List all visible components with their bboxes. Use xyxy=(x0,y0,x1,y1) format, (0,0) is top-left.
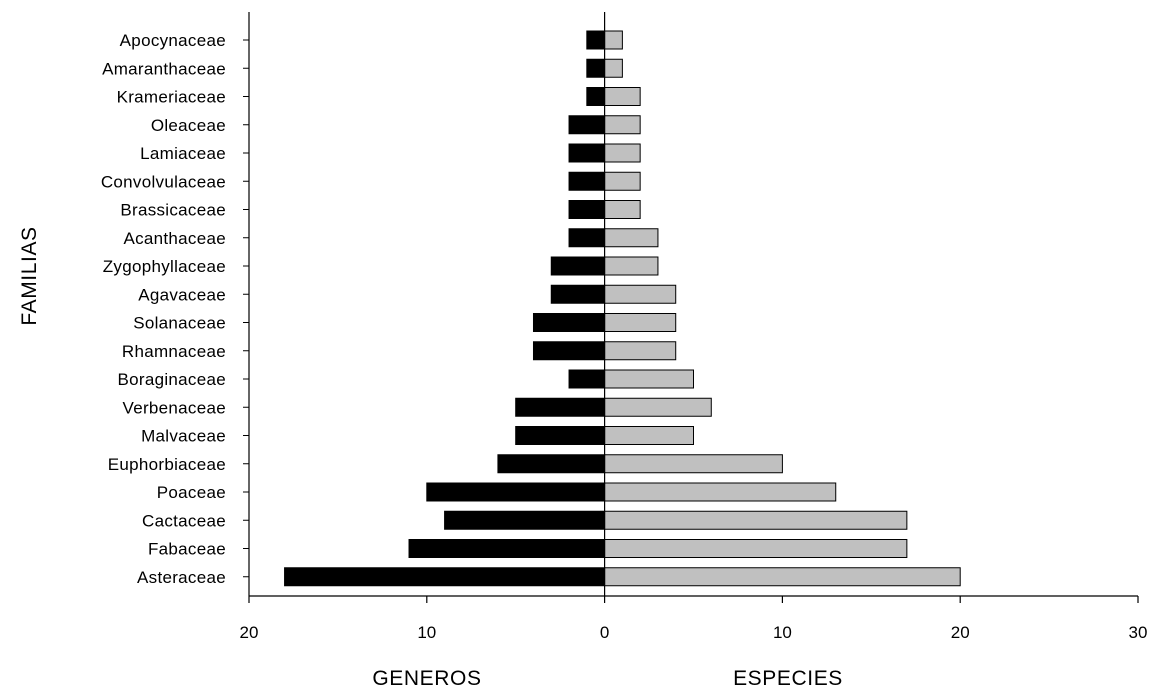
especies-bar xyxy=(604,454,783,474)
generos-bar xyxy=(568,228,606,248)
generos-bar xyxy=(408,539,606,558)
generos-bar xyxy=(586,58,606,78)
generos-bar xyxy=(568,143,606,163)
generos-bar xyxy=(497,454,606,474)
category-label: Krameriaceae xyxy=(117,88,226,107)
y-axis-title: FAMILIAS xyxy=(18,226,41,325)
category-label: Boraginaceae xyxy=(117,370,226,389)
especies-bar xyxy=(604,313,677,332)
especies-bar xyxy=(604,397,712,417)
generos-bar xyxy=(444,510,606,530)
category-label: Rhamnaceae xyxy=(122,342,226,361)
especies-bar xyxy=(604,87,641,106)
especies-bar xyxy=(604,143,641,163)
category-label: Malvaceae xyxy=(141,427,226,446)
x-tick-label: 0 xyxy=(600,623,609,642)
generos-bars xyxy=(284,30,606,587)
especies-bar xyxy=(604,510,908,530)
especies-bar xyxy=(604,284,677,304)
category-label: Agavaceae xyxy=(138,285,226,304)
generos-bar xyxy=(532,341,606,361)
category-label: Amaranthaceae xyxy=(102,59,226,78)
especies-bar xyxy=(604,539,908,558)
category-label: Fabaceae xyxy=(148,540,226,559)
especies-bar xyxy=(604,256,659,276)
especies-bar xyxy=(604,171,641,191)
x-tick-labels: 20 10 0 10 20 30 xyxy=(240,623,1148,642)
generos-bar xyxy=(568,200,606,219)
especies-bar xyxy=(604,369,694,389)
especies-bar xyxy=(604,426,694,445)
especies-bar xyxy=(604,228,659,248)
especies-bar xyxy=(604,58,623,78)
x-tick-label: 20 xyxy=(240,623,259,642)
category-label: Brassicaceae xyxy=(120,201,226,220)
generos-bar xyxy=(515,426,606,445)
category-label: Acanthaceae xyxy=(123,229,226,248)
generos-bar xyxy=(532,313,606,332)
x-tick-label: 30 xyxy=(1129,623,1148,642)
especies-bar xyxy=(604,341,677,361)
category-label: Poaceae xyxy=(157,483,226,502)
especies-bar xyxy=(604,30,623,50)
category-label: Convolvulaceae xyxy=(101,172,226,191)
category-label: Apocynaceae xyxy=(120,31,226,50)
category-label: Euphorbiaceae xyxy=(108,455,226,474)
category-label: Cactaceae xyxy=(142,511,226,530)
especies-bar xyxy=(604,115,641,135)
especies-bar xyxy=(604,567,961,587)
category-label: Verbenaceae xyxy=(123,398,227,417)
category-label: Solanaceae xyxy=(133,314,226,333)
generos-bar xyxy=(550,284,606,304)
category-label: Asteraceae xyxy=(137,568,226,587)
generos-bar xyxy=(426,482,606,502)
generos-bar xyxy=(586,30,606,50)
x-tick-label: 20 xyxy=(951,623,970,642)
x-tick-label: 10 xyxy=(773,623,792,642)
x-axis-title-right: ESPECIES xyxy=(733,667,843,690)
generos-bar xyxy=(568,115,606,135)
category-label: Lamiaceae xyxy=(140,144,226,163)
generos-bar xyxy=(550,256,606,276)
category-label: Oleaceae xyxy=(151,116,226,135)
generos-bar xyxy=(586,87,606,106)
x-axis-title-left: GENEROS xyxy=(372,667,481,690)
x-tick-label: 10 xyxy=(417,623,436,642)
category-labels: Apocynaceae Amaranthaceae Krameriaceae Olea… xyxy=(101,31,249,587)
especies-bar xyxy=(604,482,837,502)
especies-bars xyxy=(604,30,961,587)
generos-bar xyxy=(515,397,606,417)
generos-bar xyxy=(568,369,606,389)
generos-bar xyxy=(284,567,606,587)
generos-bar xyxy=(568,171,606,191)
especies-bar xyxy=(604,200,641,219)
category-label: Zygophyllaceae xyxy=(103,257,226,276)
x-axis-ticks xyxy=(248,596,1139,603)
